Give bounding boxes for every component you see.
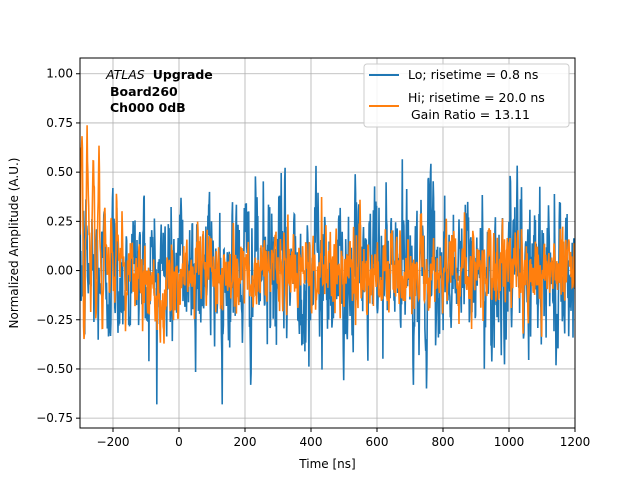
y-tick-label: 0.50 bbox=[46, 165, 73, 179]
y-tick-label: −0.25 bbox=[36, 313, 73, 327]
annotation-atlas: ATLAS bbox=[105, 67, 145, 82]
axes-frame bbox=[79, 57, 576, 429]
x-tick-label: 200 bbox=[234, 435, 257, 449]
x-tick-label: 600 bbox=[366, 435, 389, 449]
x-tick-label: 400 bbox=[300, 435, 323, 449]
x-ticks: −200 0 200 400 600 800 1000 1200 bbox=[97, 428, 591, 449]
series-hi-line bbox=[80, 125, 575, 344]
x-tick-label: 800 bbox=[432, 435, 455, 449]
annotation: ATLAS Upgrade Board260 Ch000 0dB bbox=[105, 67, 213, 115]
x-tick-label: −200 bbox=[97, 435, 130, 449]
y-ticks: −0.75 −0.50 −0.25 0.00 0.25 0.50 0.75 1.00 bbox=[36, 67, 80, 425]
x-tick-label: 0 bbox=[175, 435, 183, 449]
legend-label-gain: Gain Ratio = 13.11 bbox=[411, 107, 530, 122]
annotation-channel: Ch000 0dB bbox=[110, 100, 186, 115]
legend-label-hi: Hi; risetime = 20.0 ns bbox=[408, 90, 545, 105]
annotation-upgrade: Upgrade bbox=[153, 67, 213, 82]
y-tick-label: −0.75 bbox=[36, 411, 73, 425]
y-tick-label: −0.50 bbox=[36, 362, 73, 376]
y-tick-label: 0.25 bbox=[46, 214, 73, 228]
x-tick-label: 1000 bbox=[494, 435, 525, 449]
plot-area bbox=[80, 125, 575, 405]
x-tick-label: 1200 bbox=[560, 435, 591, 449]
legend: Lo; risetime = 0.8 ns Hi; risetime = 20.… bbox=[363, 63, 570, 128]
svg-text:ATLAS Upgrade: ATLAS Upgrade bbox=[105, 67, 213, 82]
legend-label-lo: Lo; risetime = 0.8 ns bbox=[408, 67, 538, 82]
y-tick-label: 1.00 bbox=[46, 67, 73, 81]
series-lo-line bbox=[80, 159, 575, 405]
y-tick-label: 0.75 bbox=[46, 116, 73, 130]
legend-box bbox=[363, 63, 570, 128]
x-axis-label: Time [ns] bbox=[298, 457, 355, 471]
y-axis-label: Normalized Amplitude (A.U.) bbox=[7, 158, 21, 329]
annotation-board: Board260 bbox=[110, 84, 178, 99]
y-tick-label: 0.00 bbox=[46, 264, 73, 278]
